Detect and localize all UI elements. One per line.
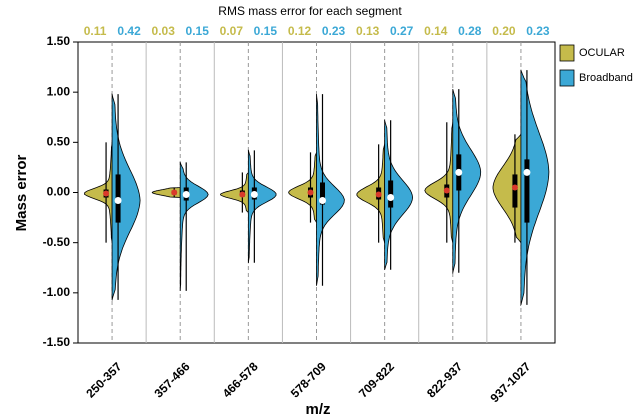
violin-half [179, 162, 209, 292]
median-dot [387, 194, 395, 202]
median-dot [250, 191, 258, 199]
x-tick-label: 709-822 [356, 359, 397, 400]
legend-swatch [559, 44, 575, 62]
median-dot [455, 168, 463, 176]
violin-half [520, 69, 550, 307]
rms-label: 0.23 [526, 24, 550, 38]
rms-label: 0.11 [84, 24, 107, 38]
median-dot [171, 189, 178, 196]
violin-half [384, 119, 414, 271]
violin-half [288, 152, 317, 223]
x-axis-label: m/z [305, 401, 330, 418]
violin-half [356, 143, 386, 244]
violin-half [316, 94, 345, 286]
median-dot [114, 197, 122, 205]
median-dot [319, 197, 326, 205]
median-dot [103, 190, 110, 197]
rms-label: 0.03 [152, 24, 176, 38]
median-dot [511, 184, 518, 191]
y-tick-label: 0.50 [47, 135, 71, 149]
median-dot [443, 187, 450, 194]
chart-title: RMS mass error for each segment [218, 4, 402, 18]
violin-half [83, 141, 113, 244]
y-tick-label: 1.00 [47, 84, 71, 98]
violin-half [424, 122, 454, 243]
median-dot [182, 191, 190, 199]
median-dot [307, 189, 314, 196]
rms-label: 0.27 [390, 24, 414, 38]
violin-half [247, 149, 277, 264]
violin-half [492, 133, 522, 244]
rms-label: 0.14 [424, 24, 448, 38]
rms-label: 0.23 [322, 24, 346, 38]
rms-label: 0.15 [186, 24, 210, 38]
rms-label: 0.07 [220, 24, 244, 38]
median-dot [523, 168, 531, 176]
x-tick-label: 578-709 [288, 359, 329, 400]
legend-label: OCULAR [579, 47, 625, 59]
x-tick-label: 822-937 [424, 359, 465, 400]
y-tick-label: -0.50 [43, 235, 71, 249]
rms-label: 0.15 [254, 24, 278, 38]
iqr-box [512, 174, 518, 208]
x-tick-label: 937-1027 [488, 359, 534, 405]
iqr-box [320, 182, 325, 205]
legend-label: Broadband [579, 72, 633, 84]
x-tick-label: 357-466 [152, 359, 193, 400]
rms-label: 0.28 [458, 24, 482, 38]
rms-label: 0.12 [288, 24, 312, 38]
rms-label: 0.13 [356, 24, 380, 38]
median-dot [375, 191, 382, 198]
x-tick-label: 250-357 [83, 359, 124, 400]
x-tick-label: 466-578 [220, 359, 261, 400]
median-dot [239, 191, 246, 198]
y-tick-label: -1.00 [43, 285, 71, 299]
y-tick-label: -1.50 [43, 335, 71, 349]
violin-half [452, 89, 482, 275]
iqr-box [388, 180, 394, 208]
y-axis-label: Mass error [13, 154, 30, 231]
violin-half [219, 172, 249, 213]
rms-label: 0.20 [492, 24, 516, 38]
rms-label: 0.42 [117, 24, 141, 38]
legend-swatch [559, 69, 575, 87]
y-tick-label: 1.50 [47, 34, 71, 48]
y-tick-label: 0.00 [47, 185, 71, 199]
iqr-box [524, 159, 530, 223]
